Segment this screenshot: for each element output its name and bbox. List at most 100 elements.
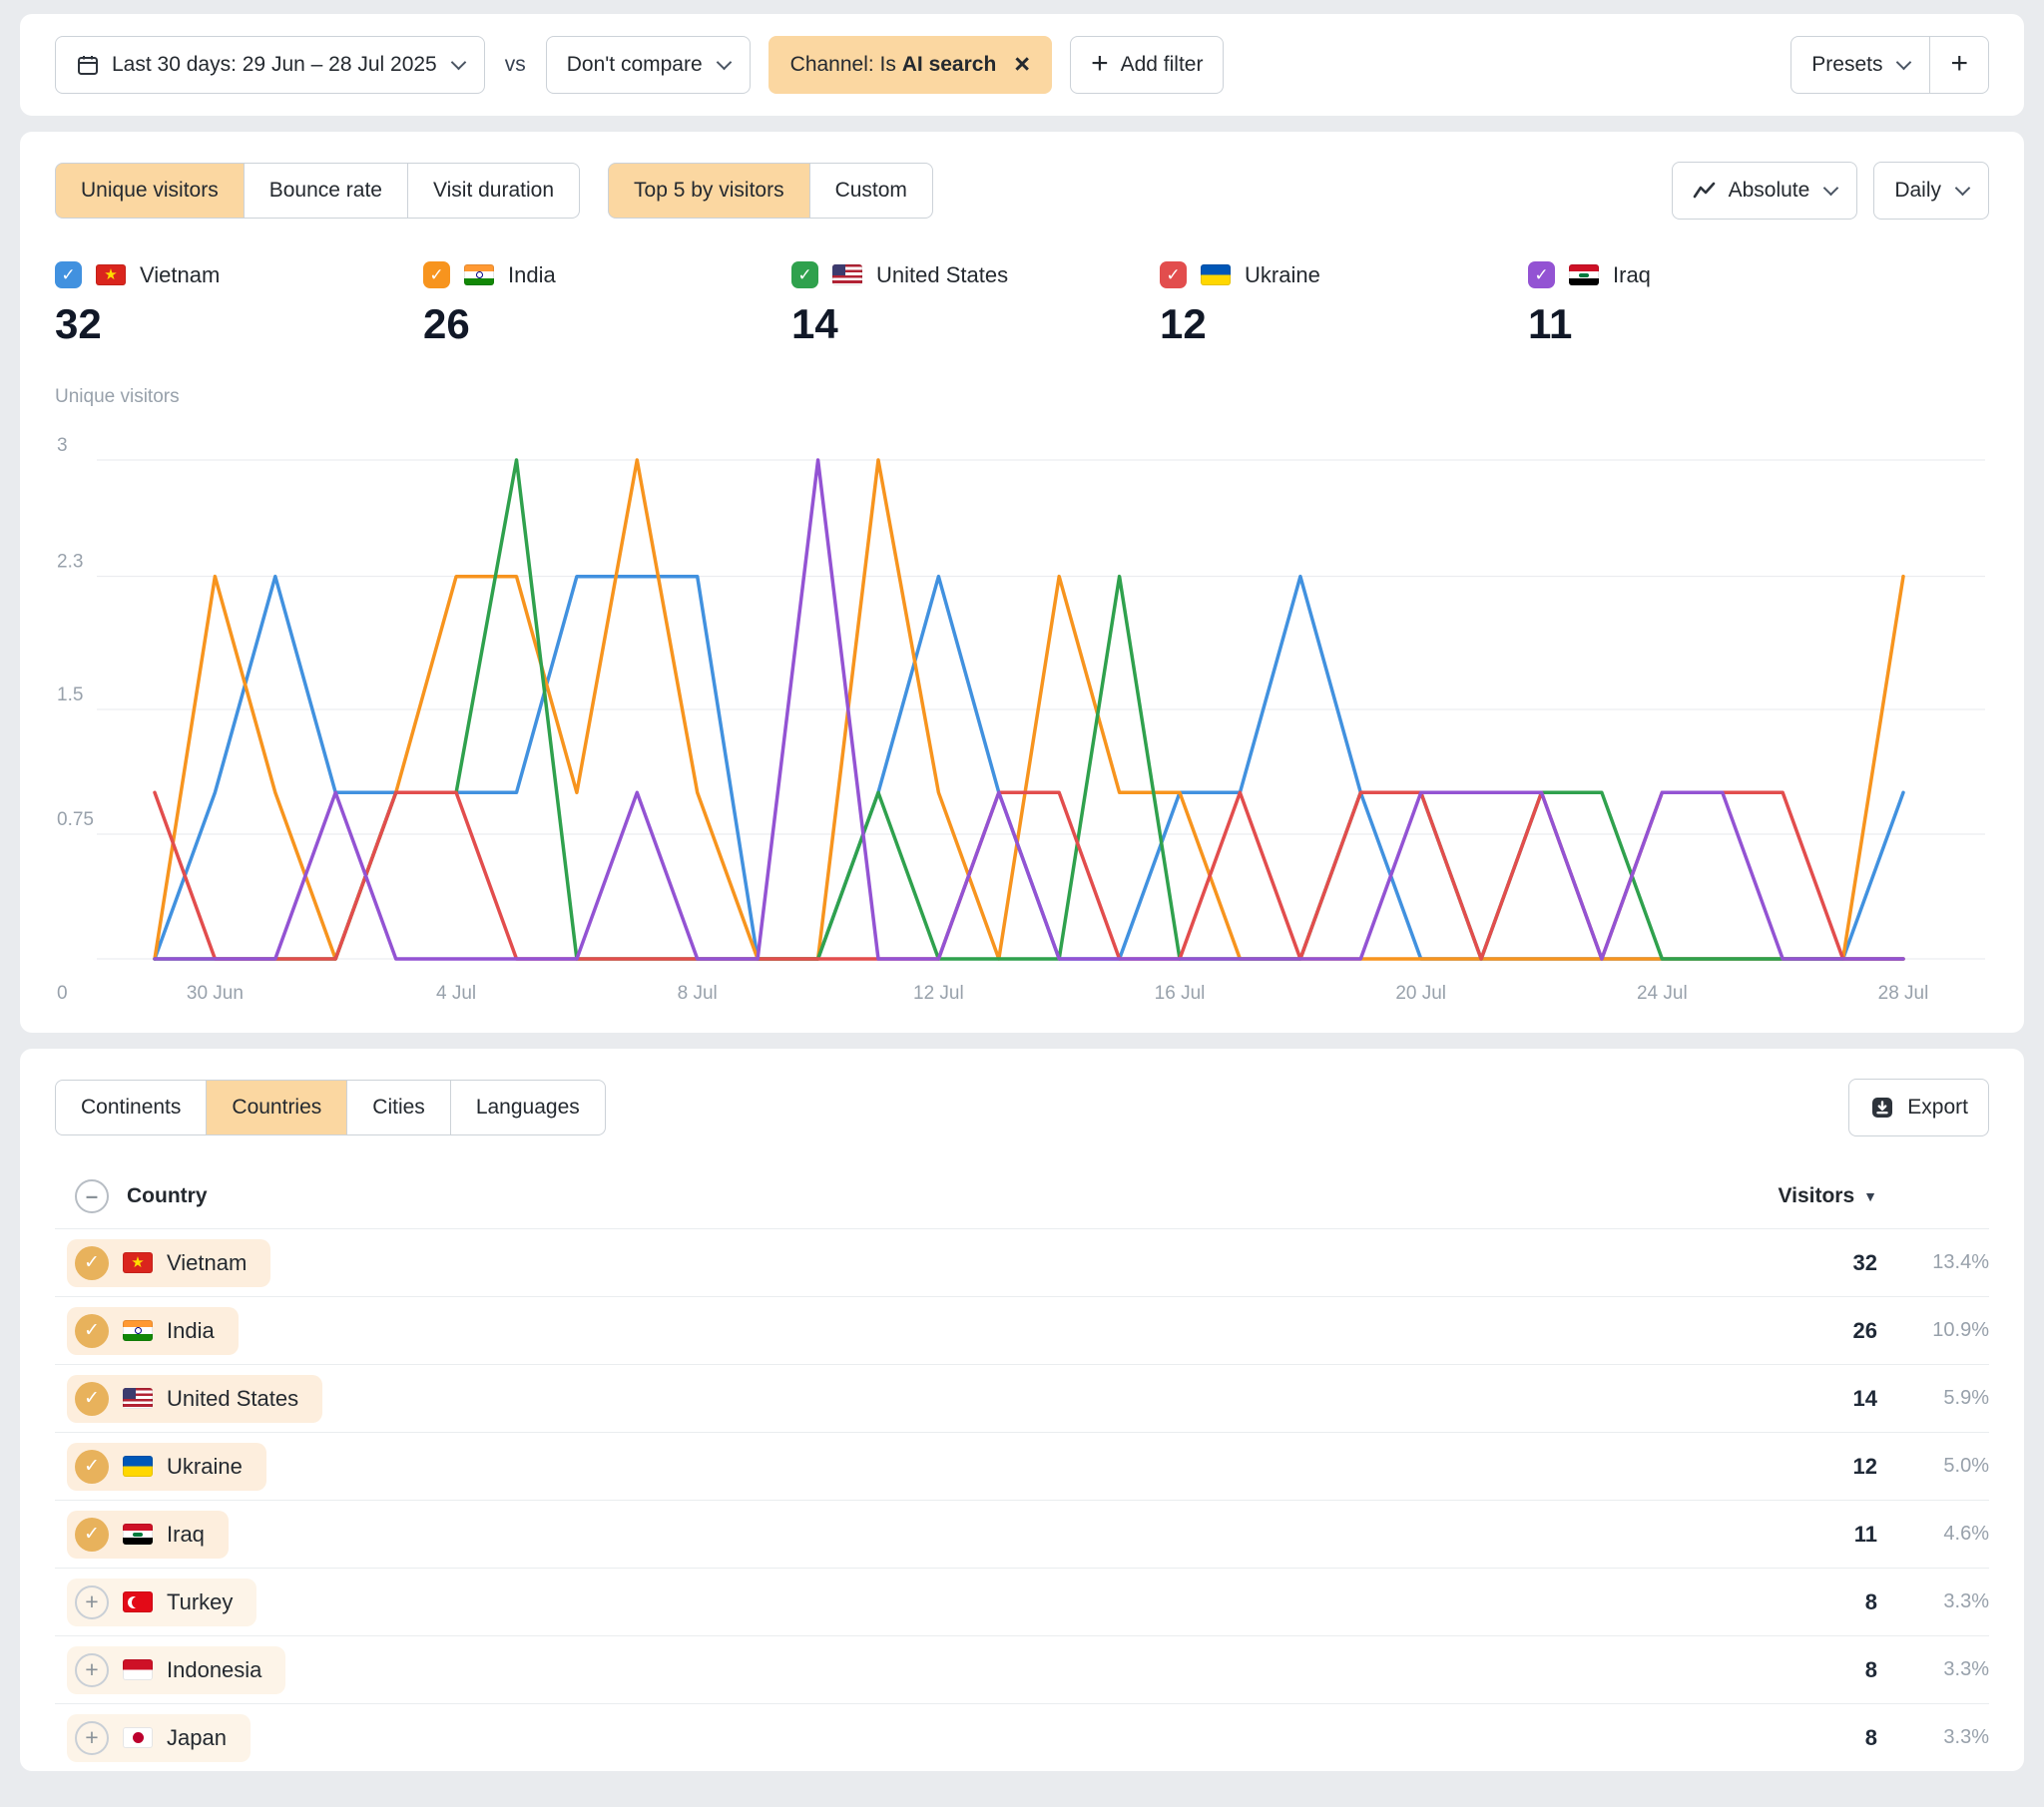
legend-item-iraq[interactable]: ✓ Iraq 11 xyxy=(1528,261,1896,348)
geo-breakdown-card: Continents Countries Cities Languages Expor… xyxy=(20,1049,2024,1771)
add-filter-label: Add filter xyxy=(1120,53,1204,76)
legend-item-ukraine[interactable]: ✓ Ukraine 12 xyxy=(1160,261,1528,348)
table-row-indonesia[interactable]: + Indonesia 8 3.3% xyxy=(55,1635,1989,1703)
y-axis-title: Unique visitors xyxy=(55,386,180,407)
checkbox-vietnam[interactable]: ✓ xyxy=(55,261,82,288)
ukraine-flag-icon xyxy=(1201,264,1231,285)
united-states-flag-icon xyxy=(123,1388,153,1409)
vs-label: vs xyxy=(504,53,526,76)
table-row-ukraine[interactable]: ✓ Ukraine 12 5.0% xyxy=(55,1432,1989,1500)
checkbox-iraq[interactable]: ✓ xyxy=(1528,261,1555,288)
legend-country-name: Ukraine xyxy=(1245,261,1320,287)
chevron-down-icon xyxy=(716,54,732,70)
visitors-share: 3.3% xyxy=(1943,1726,1989,1748)
add-to-chart-icon[interactable]: + xyxy=(75,1584,109,1619)
country-name: Vietnam xyxy=(167,1249,248,1275)
checkbox-india[interactable]: ✓ xyxy=(423,261,450,288)
visitors-count: 11 xyxy=(1853,1521,1877,1547)
geo-tabs: Continents Countries Cities Languages xyxy=(55,1080,606,1135)
geo-tab-cities[interactable]: Cities xyxy=(346,1080,451,1135)
metric-mode-button[interactable]: Absolute xyxy=(1671,162,1858,220)
breakdown-tabs: Top 5 by visitors Custom xyxy=(608,163,933,219)
compare-label: Don't compare xyxy=(566,53,703,76)
metric-tab-visit-duration[interactable]: Visit duration xyxy=(406,163,581,219)
visitors-line-chart[interactable]: 0 0.75 1.5 2.3 3 30 Jun 4 Jul 8 Jul 12 Jul 16 Jul… xyxy=(55,412,1989,1019)
interval-button[interactable]: Daily xyxy=(1873,162,1989,220)
country-name: United States xyxy=(167,1385,299,1411)
india-flag-icon xyxy=(464,264,494,285)
series-line-iraq xyxy=(153,458,1905,961)
presets-button[interactable]: Presets xyxy=(1790,36,1931,94)
channel-filter-chip[interactable]: Channel: Is AI search × xyxy=(767,36,1053,94)
geo-tab-continents[interactable]: Continents xyxy=(55,1080,208,1135)
visitors-column-header[interactable]: Visitors ▼ xyxy=(1778,1184,1989,1208)
x-tick-label: 28 Jul xyxy=(1878,983,1929,1004)
checkbox-ukraine[interactable]: ✓ xyxy=(1160,261,1187,288)
legend-country-name: Vietnam xyxy=(140,261,221,287)
selected-check-icon[interactable]: ✓ xyxy=(75,1517,109,1552)
country-name: India xyxy=(167,1317,215,1343)
visitors-count: 8 xyxy=(1864,1588,1877,1614)
add-filter-button[interactable]: + Add filter xyxy=(1070,36,1225,94)
checkbox-united-states[interactable]: ✓ xyxy=(791,261,818,288)
selected-check-icon[interactable]: ✓ xyxy=(75,1449,109,1484)
visitors-header-label: Visitors xyxy=(1778,1184,1855,1207)
chevron-down-icon xyxy=(1823,180,1839,196)
legend-item-united-states[interactable]: ✓ United States 14 xyxy=(791,261,1160,348)
date-range-button[interactable]: Last 30 days: 29 Jun – 28 Jul 2025 xyxy=(55,36,485,94)
breakdown-tab-top-5-by-visitors[interactable]: Top 5 by visitors xyxy=(608,163,810,219)
filter-bar: Last 30 days: 29 Jun – 28 Jul 2025 vs Do… xyxy=(20,14,2024,116)
country-label-highlight: ✓ Vietnam xyxy=(67,1238,271,1287)
country-label-highlight: + Indonesia xyxy=(67,1645,286,1694)
table-row-japan[interactable]: + Japan 8 3.3% xyxy=(55,1703,1989,1771)
add-to-chart-icon[interactable]: + xyxy=(75,1720,109,1755)
legend-country-name: India xyxy=(508,261,556,287)
selected-check-icon[interactable]: ✓ xyxy=(75,1381,109,1416)
export-button[interactable]: Export xyxy=(1848,1079,1989,1136)
legend-item-india[interactable]: ✓ India 26 xyxy=(423,261,791,348)
metric-tab-bounce-rate[interactable]: Bounce rate xyxy=(243,163,408,219)
selected-check-icon[interactable]: ✓ xyxy=(75,1313,109,1348)
compare-button[interactable]: Don't compare xyxy=(545,36,751,94)
x-tick-label: 8 Jul xyxy=(678,983,718,1004)
breakdown-tab-custom[interactable]: Custom xyxy=(808,163,933,219)
selected-check-icon[interactable]: ✓ xyxy=(75,1245,109,1280)
y-tick-label: 2.3 xyxy=(57,552,83,573)
turkey-flag-icon xyxy=(123,1591,153,1612)
legend-country-name: United States xyxy=(876,261,1009,287)
interval-label: Daily xyxy=(1894,179,1941,202)
legend-country-value: 32 xyxy=(55,300,102,347)
add-preset-button[interactable]: + xyxy=(1929,36,1989,94)
export-label: Export xyxy=(1907,1096,1968,1119)
date-range-label: Last 30 days: 29 Jun – 28 Jul 2025 xyxy=(112,53,437,76)
table-row-united-states[interactable]: ✓ United States 14 5.9% xyxy=(55,1364,1989,1432)
japan-flag-icon xyxy=(123,1727,153,1748)
visitors-share: 10.9% xyxy=(1932,1319,1989,1341)
legend-item-vietnam[interactable]: ✓ Vietnam 32 xyxy=(55,261,423,348)
visitors-count: 8 xyxy=(1864,1656,1877,1682)
chart-card: Unique visitors Bounce rate Visit duration… xyxy=(20,132,2024,1033)
country-label-highlight: + Japan xyxy=(67,1713,251,1762)
metric-tab-unique-visitors[interactable]: Unique visitors xyxy=(55,163,245,219)
ukraine-flag-icon xyxy=(123,1456,153,1477)
country-label-highlight: + Turkey xyxy=(67,1578,257,1626)
visitors-chart-svg: 0 0.75 1.5 2.3 3 30 Jun 4 Jul 8 Jul 12 Jul 16 Jul… xyxy=(57,435,1985,1004)
table-row-vietnam[interactable]: ✓ Vietnam 32 13.4% xyxy=(55,1228,1989,1296)
visitors-count: 14 xyxy=(1852,1385,1877,1411)
country-name: Japan xyxy=(167,1724,227,1750)
y-tick-label: 0.75 xyxy=(57,809,94,830)
geo-tab-languages[interactable]: Languages xyxy=(449,1080,606,1135)
visitors-share: 5.0% xyxy=(1943,1455,1989,1477)
geo-tab-countries[interactable]: Countries xyxy=(206,1080,348,1135)
table-row-india[interactable]: ✓ India 26 10.9% xyxy=(55,1296,1989,1364)
legend-country-name: Iraq xyxy=(1613,261,1651,287)
table-row-turkey[interactable]: + Turkey 8 3.3% xyxy=(55,1568,1989,1635)
metric-tabs: Unique visitors Bounce rate Visit duration xyxy=(55,163,581,219)
x-tick-label: 20 Jul xyxy=(1395,983,1446,1004)
add-to-chart-icon[interactable]: + xyxy=(75,1652,109,1687)
chart-legend: ✓ Vietnam 32 ✓ India 26 ✓ United States 14 ✓ Ukrai… xyxy=(55,261,1989,348)
close-icon[interactable]: × xyxy=(1014,48,1031,79)
collapse-all-icon[interactable]: – xyxy=(75,1179,109,1213)
table-row-iraq[interactable]: ✓ Iraq 11 4.6% xyxy=(55,1500,1989,1568)
